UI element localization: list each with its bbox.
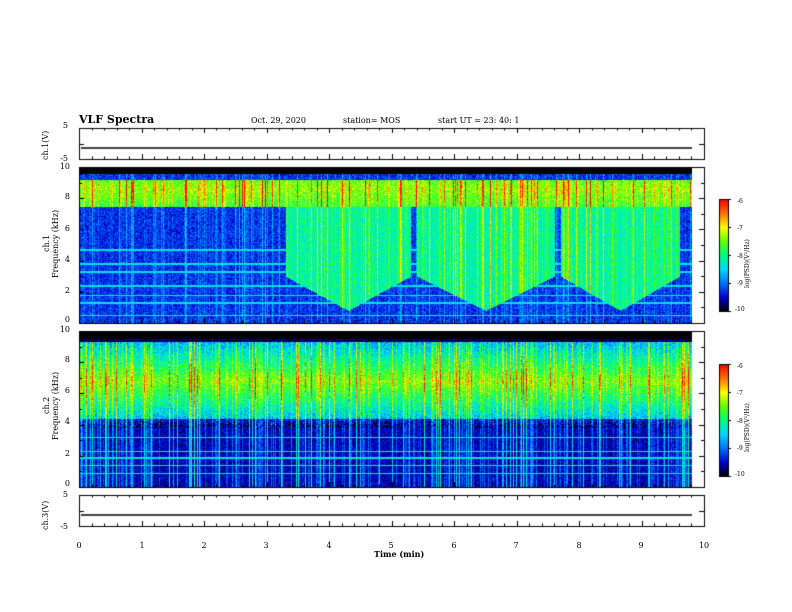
x-tick: 8 bbox=[576, 541, 582, 550]
ch2-ytick: 10 bbox=[59, 325, 70, 334]
ch1-ytick: 10 bbox=[59, 162, 70, 171]
colorbar1-tick: -8 bbox=[737, 253, 743, 260]
colorbar1-tick: -6 bbox=[737, 198, 743, 205]
ch1-waveform-ylabel: ch.1(V) bbox=[41, 130, 50, 160]
colorbar2-label: log(PSD)(V²/Hz) bbox=[744, 403, 751, 452]
colorbar1-label: log(PSD)(V²/Hz) bbox=[744, 239, 751, 288]
date-label: Oct. 29, 2020 bbox=[251, 116, 306, 125]
ch1-spec-ylabel-channel: ch.1 bbox=[42, 234, 51, 252]
colorbar2-tick: -7 bbox=[737, 390, 743, 397]
colorbar1-tick: -9 bbox=[737, 280, 743, 287]
colorbar2-tick: -8 bbox=[737, 418, 743, 425]
ch1-spec-ylabel-freq: Frequency (kHz) bbox=[51, 209, 60, 278]
ch2-ytick: 8 bbox=[64, 355, 70, 364]
ch2-spec-ylabel-freq: Frequency (kHz) bbox=[51, 371, 60, 440]
start-ut-label: start UT = 23: 40: 1 bbox=[438, 116, 520, 125]
figure-title: VLF Spectra bbox=[79, 113, 155, 126]
ch2-ytick: 4 bbox=[64, 417, 70, 426]
x-tick: 3 bbox=[263, 541, 269, 550]
ch1-ytick: 6 bbox=[64, 224, 70, 233]
ch1-ytick-top: 5 bbox=[62, 121, 68, 130]
station-label: station= MOS bbox=[343, 116, 401, 125]
colorbar2-tick: -6 bbox=[737, 363, 743, 370]
x-tick: 9 bbox=[638, 541, 644, 550]
colorbar2-tick: -9 bbox=[737, 445, 743, 452]
ch3-ytick-top: 5 bbox=[62, 490, 68, 499]
ch2-ytick: 0 bbox=[64, 479, 70, 488]
x-axis-label: Time (min) bbox=[374, 549, 425, 559]
ch2-ytick: 2 bbox=[64, 449, 70, 458]
colorbar2-tick: -10 bbox=[735, 471, 745, 478]
ch1-ytick-bottom: -5 bbox=[60, 154, 68, 163]
ch2-spec-ylabel-channel: ch.2 bbox=[42, 396, 51, 414]
x-tick: 4 bbox=[326, 541, 332, 550]
ch2-ytick: 6 bbox=[64, 386, 70, 395]
ch1-ytick: 0 bbox=[64, 315, 70, 324]
x-tick: 6 bbox=[451, 541, 457, 550]
x-tick: 5 bbox=[388, 541, 394, 550]
x-tick: 10 bbox=[698, 541, 710, 550]
ch1-ytick: 8 bbox=[64, 192, 70, 201]
ch3-waveform-ylabel: ch.3(V) bbox=[41, 500, 50, 530]
ch3-ytick-bottom: -5 bbox=[60, 522, 68, 531]
x-tick: 0 bbox=[76, 541, 82, 550]
ch1-ytick: 4 bbox=[64, 255, 70, 264]
colorbar1-tick: -7 bbox=[737, 225, 743, 232]
x-tick: 2 bbox=[201, 541, 207, 550]
colorbar1-tick: -10 bbox=[735, 306, 745, 313]
ch1-ytick: 2 bbox=[64, 286, 70, 295]
x-tick: 1 bbox=[139, 541, 145, 550]
x-tick: 7 bbox=[513, 541, 519, 550]
